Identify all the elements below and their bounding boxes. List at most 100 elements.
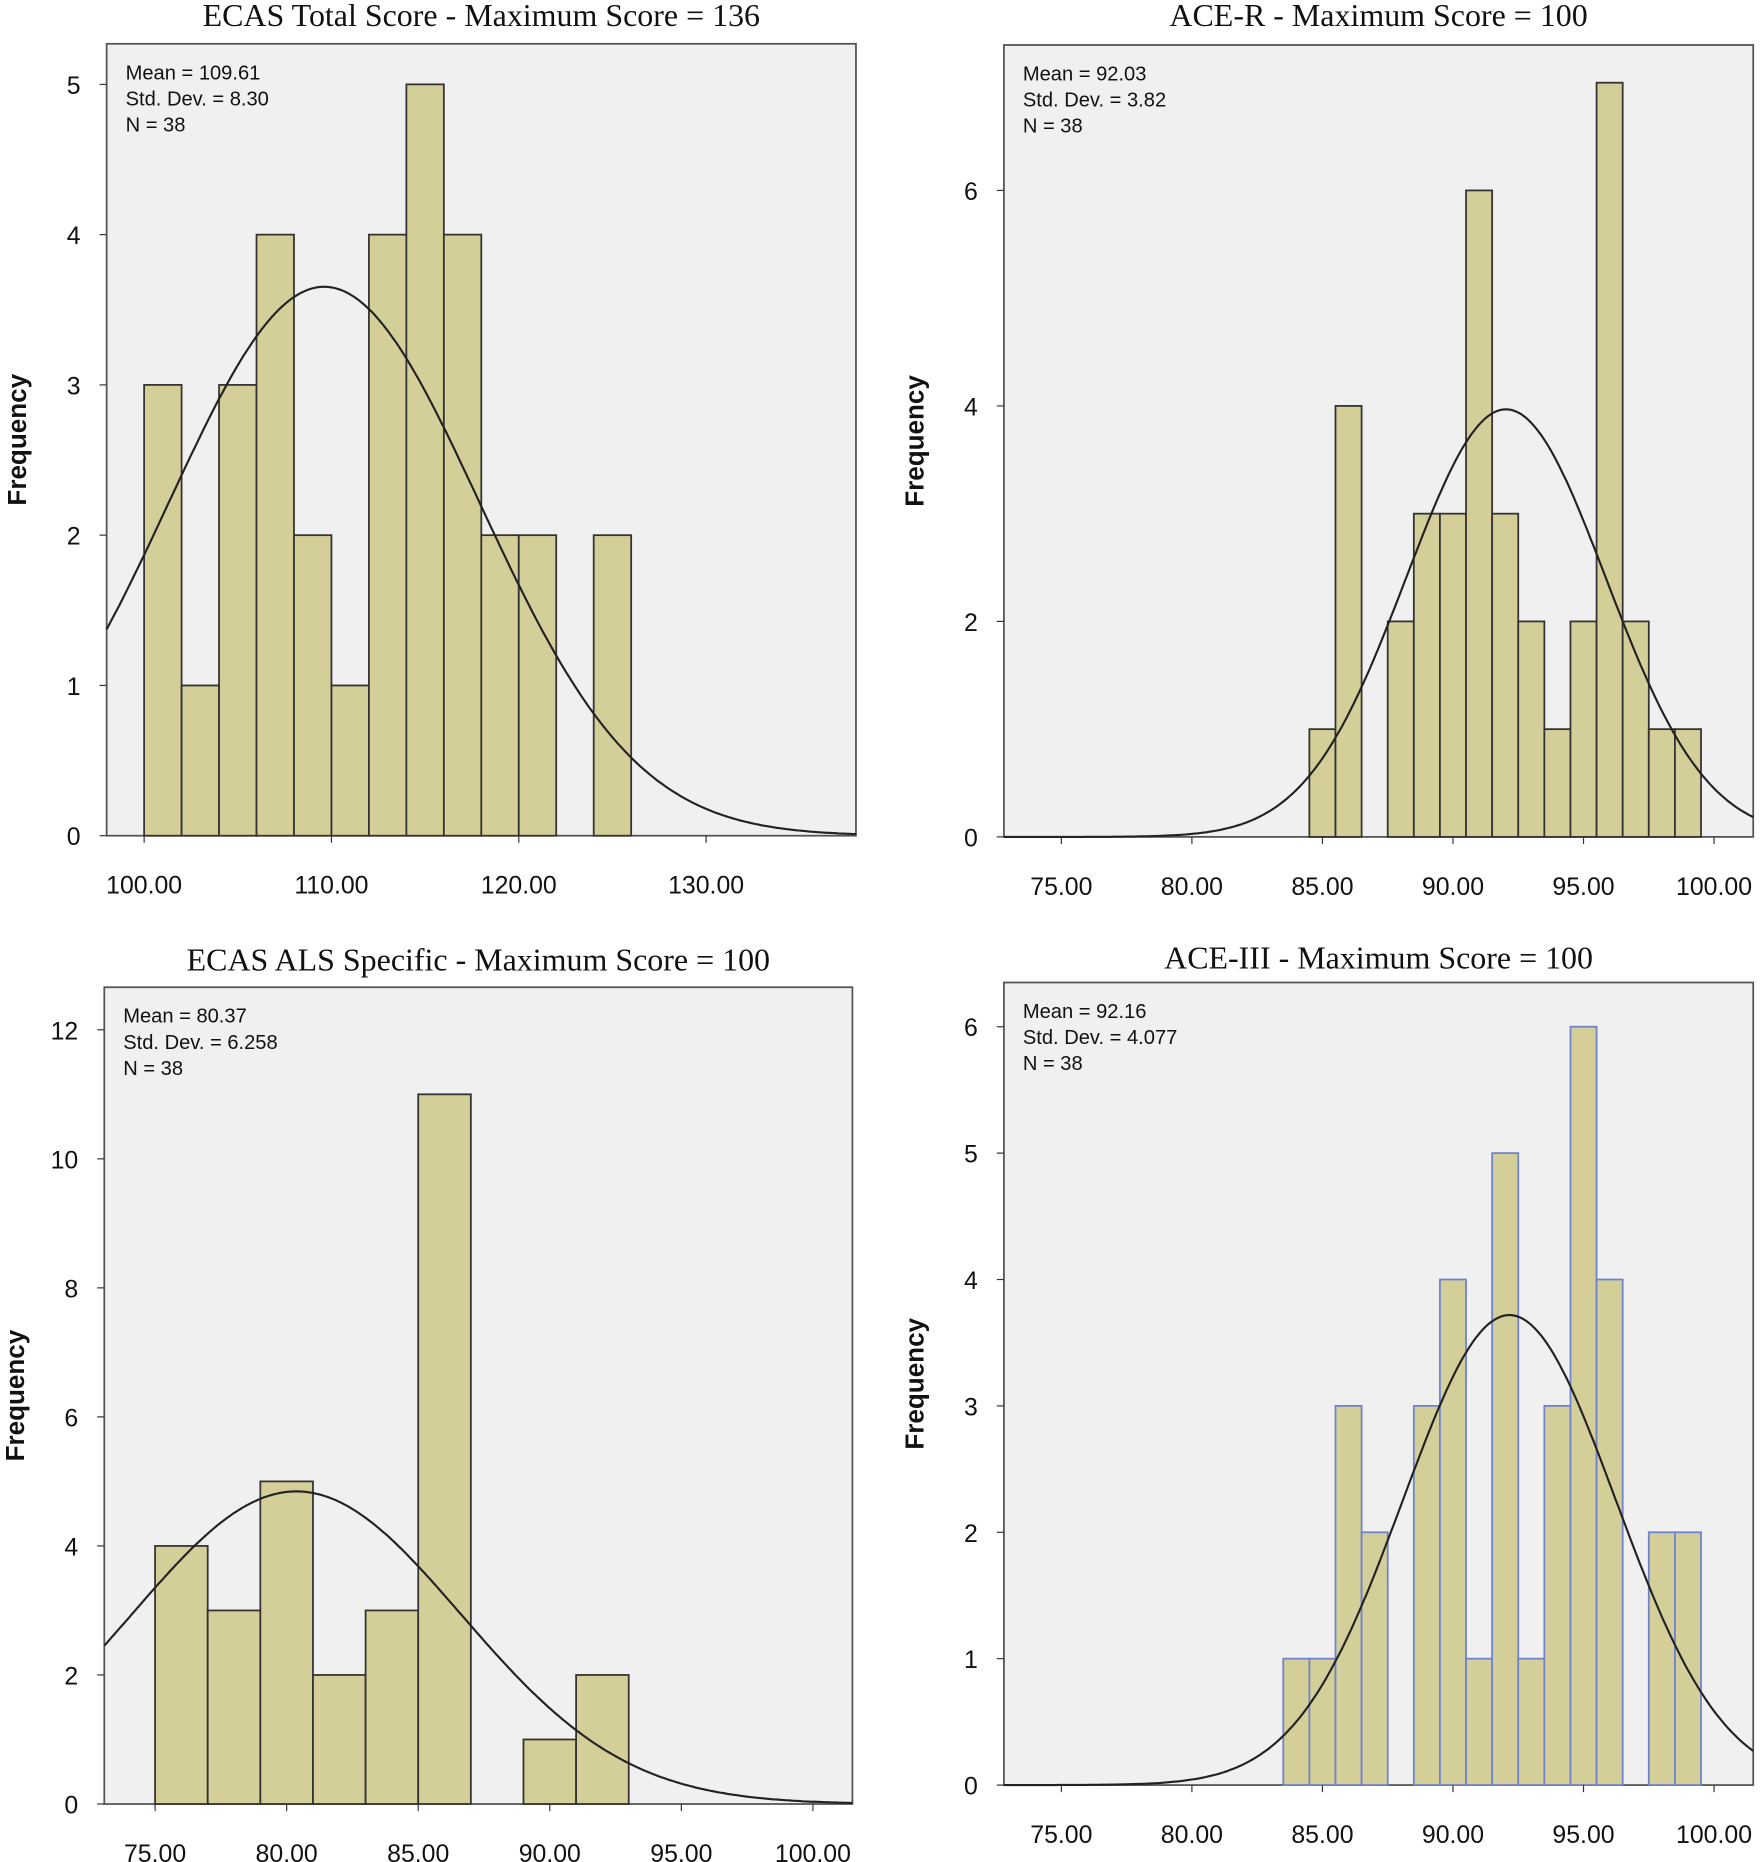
normal-curve — [105, 285, 857, 836]
x-tick-label: 100.00 — [1676, 874, 1752, 901]
histogram-bar — [143, 384, 183, 837]
stat-n: N = 38 — [123, 1058, 183, 1080]
histogram-bar — [405, 83, 445, 837]
histogram-panel: ECAS Total Score - Maximum Score = 13610… — [2, 0, 857, 900]
y-tick-label: 4 — [64, 1534, 78, 1561]
x-tick-label: 85.00 — [387, 1841, 449, 1862]
stat-mean: Mean = 92.16 — [1023, 1001, 1147, 1023]
histogram-bar — [1334, 405, 1363, 838]
y-tick-label: 8 — [64, 1276, 78, 1303]
y-tick-label: 12 — [51, 1018, 79, 1045]
histogram-bar — [364, 1609, 420, 1805]
stat-n: N = 38 — [1023, 116, 1083, 138]
histogram-bar — [218, 384, 258, 837]
histogram-bar — [368, 233, 408, 837]
y-tick-label: 4 — [964, 394, 978, 421]
y-tick-label: 4 — [964, 1268, 978, 1295]
y-tick-label: 1 — [964, 1647, 978, 1674]
histogram-bar — [1439, 512, 1467, 838]
histogram-bar — [1647, 728, 1676, 838]
histogram-bar — [1412, 512, 1441, 838]
x-tick-label: 85.00 — [1291, 1822, 1353, 1849]
histogram-bar — [1595, 81, 1624, 838]
histogram-bar — [1360, 1531, 1389, 1786]
y-tick-label: 1 — [67, 674, 81, 701]
x-tick-label: 80.00 — [1161, 1822, 1223, 1849]
histogram-bar — [255, 233, 295, 837]
histogram-bar — [1569, 620, 1598, 838]
x-tick-label: 110.00 — [294, 873, 368, 900]
histogram-bar — [206, 1609, 262, 1805]
stat-mean: Mean = 92.03 — [1023, 63, 1147, 85]
histogram-bar — [575, 1674, 630, 1805]
histogram-bar — [1465, 189, 1494, 838]
y-tick-label: 5 — [67, 73, 81, 100]
histogram-panel: ACE-R - Maximum Score = 100 75.00 80.00 85.… — [899, 0, 1755, 901]
y-tick-label: 0 — [964, 825, 978, 852]
stat-std-dev: Std. Dev. = 3.82 — [1023, 90, 1166, 112]
histogram-bar — [1412, 1405, 1441, 1786]
histogram-bar — [1517, 1657, 1546, 1786]
histogram-panel: ECAS ALS Specific - Maximum Score = 100 7… — [0, 943, 854, 1862]
normal-curve — [1003, 408, 1754, 838]
histogram-bar — [480, 534, 520, 837]
y-tick-label: 10 — [51, 1147, 79, 1174]
histogram-bar — [154, 1545, 209, 1805]
stat-n: N = 38 — [1023, 1053, 1083, 1075]
chart-title: ACE-III - Maximum Score = 100 — [1164, 940, 1593, 975]
x-tick-label: 95.00 — [1552, 1822, 1614, 1849]
y-tick-label: 2 — [964, 610, 978, 637]
x-tick-label: 100.00 — [106, 873, 182, 900]
y-axis-label: Frequency — [899, 1317, 929, 1449]
y-axis-label: Frequency — [899, 375, 929, 507]
histogram-bar — [1491, 1152, 1520, 1786]
y-tick-label: 0 — [67, 824, 81, 851]
histogram-bar — [1491, 512, 1520, 838]
stat-std-dev: Std. Dev. = 8.30 — [126, 88, 269, 110]
y-tick-label: 6 — [964, 1015, 978, 1042]
stat-n: N = 38 — [126, 114, 186, 136]
x-tick-label: 85.00 — [1291, 874, 1353, 901]
chart-title: ECAS Total Score - Maximum Score = 136 — [203, 0, 760, 33]
histogram-bar — [312, 1674, 367, 1805]
y-axis-label: Frequency — [0, 1329, 30, 1461]
y-tick-label: 0 — [964, 1774, 978, 1801]
normal-curve — [1003, 1314, 1754, 1787]
y-tick-label: 6 — [64, 1405, 78, 1432]
x-tick-label: 80.00 — [1161, 874, 1223, 901]
histogram-bar — [1543, 728, 1572, 838]
stat-std-dev: Std. Dev. = 6.258 — [123, 1032, 277, 1054]
x-tick-label: 75.00 — [1030, 874, 1092, 901]
histogram-bar — [1621, 620, 1650, 838]
y-tick-label: 4 — [67, 223, 81, 250]
histogram-bar — [592, 534, 633, 837]
histogram-bar — [1465, 1657, 1494, 1786]
y-tick-label: 0 — [64, 1792, 78, 1819]
histogram-bar — [1543, 1405, 1572, 1786]
histogram-bar — [522, 1738, 577, 1805]
y-axis-label: Frequency — [2, 373, 32, 505]
histogram-bar — [1308, 1657, 1337, 1786]
histogram-bar — [180, 684, 220, 837]
histogram-bar — [1334, 1405, 1363, 1786]
x-tick-label: 120.00 — [481, 873, 557, 900]
y-tick-label: 3 — [67, 373, 81, 400]
chart-title: ECAS ALS Specific - Maximum Score = 100 — [187, 943, 770, 978]
histogram-bar — [330, 684, 370, 837]
x-tick-label: 95.00 — [650, 1841, 712, 1862]
histogram-bar — [417, 1093, 472, 1805]
x-tick-label: 130.00 — [668, 873, 744, 900]
y-tick-label: 2 — [964, 1521, 978, 1548]
y-tick-label: 2 — [64, 1663, 78, 1690]
chart-title: ACE-R - Maximum Score = 100 — [1169, 0, 1587, 33]
histogram-bar — [293, 534, 333, 837]
histogram-bar — [1517, 620, 1546, 838]
x-tick-label: 100.00 — [1676, 1822, 1752, 1849]
x-tick-label: 90.00 — [1422, 1822, 1484, 1849]
x-tick-label: 75.00 — [124, 1841, 186, 1862]
x-tick-label: 90.00 — [1422, 874, 1484, 901]
normal-curve — [103, 1490, 853, 1804]
x-tick-label: 75.00 — [1030, 1822, 1092, 1849]
histogram-bar — [1647, 1531, 1676, 1786]
